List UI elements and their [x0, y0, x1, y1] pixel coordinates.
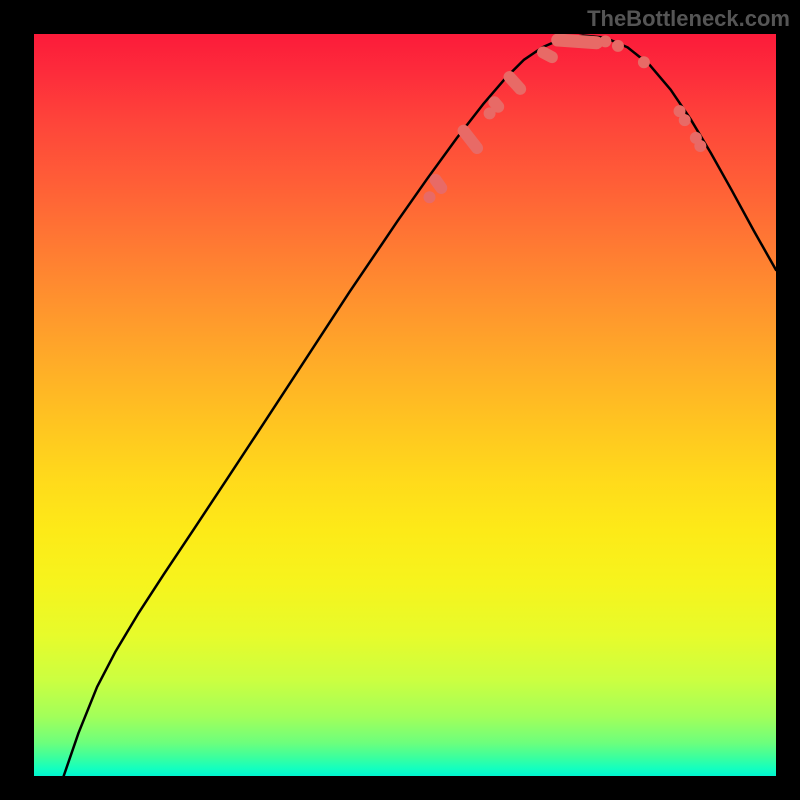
data-point: [612, 40, 624, 52]
data-point: [679, 114, 691, 126]
watermark-text: TheBottleneck.com: [587, 6, 790, 32]
data-point: [694, 140, 706, 152]
data-point: [599, 35, 611, 47]
data-point: [423, 191, 435, 203]
chart-container: TheBottleneck.com: [0, 0, 800, 800]
chart-background: [34, 34, 776, 776]
chart-svg: [34, 34, 776, 776]
plot-area: [34, 34, 776, 776]
data-point: [638, 56, 650, 68]
